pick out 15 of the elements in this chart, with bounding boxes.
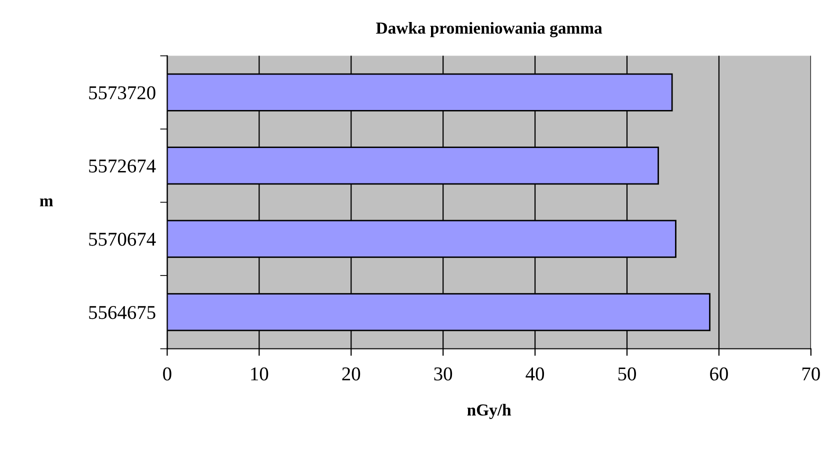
x-tick-label: 10	[251, 367, 268, 380]
chart-title: Dawka promieniowania gamma	[376, 22, 602, 38]
y-tick-label: 5564675	[89, 306, 156, 320]
y-tick-label: 5573720	[89, 86, 156, 100]
y-tick-label: 5572674	[89, 160, 156, 173]
y-tick-label: 5570674	[89, 232, 156, 246]
x-tick-label: 30	[434, 367, 452, 380]
x-tick-label: 50	[618, 367, 636, 380]
x-tick-label: 70	[802, 367, 820, 380]
x-tick-label: 0	[163, 367, 172, 380]
x-tick-label: 60	[710, 367, 728, 380]
y-axis-title: m	[40, 198, 54, 206]
x-tick-label: 20	[342, 367, 360, 380]
x-tick-label: 40	[526, 367, 544, 380]
x-axis-title: nGy/h	[467, 404, 512, 420]
